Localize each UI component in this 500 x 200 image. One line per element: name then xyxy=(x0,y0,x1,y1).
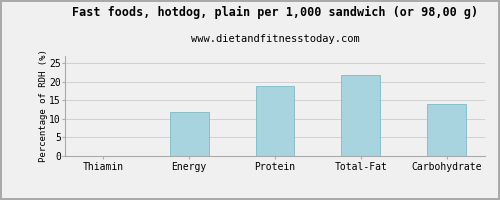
Y-axis label: Percentage of RDH (%): Percentage of RDH (%) xyxy=(38,50,48,162)
Bar xyxy=(342,75,380,156)
Bar xyxy=(256,86,294,156)
Text: www.dietandfitnesstoday.com: www.dietandfitnesstoday.com xyxy=(190,34,360,44)
Bar xyxy=(170,112,208,156)
Text: Fast foods, hotdog, plain per 1,000 sandwich (or 98,00 g): Fast foods, hotdog, plain per 1,000 sand… xyxy=(72,6,478,19)
Bar xyxy=(428,104,466,156)
